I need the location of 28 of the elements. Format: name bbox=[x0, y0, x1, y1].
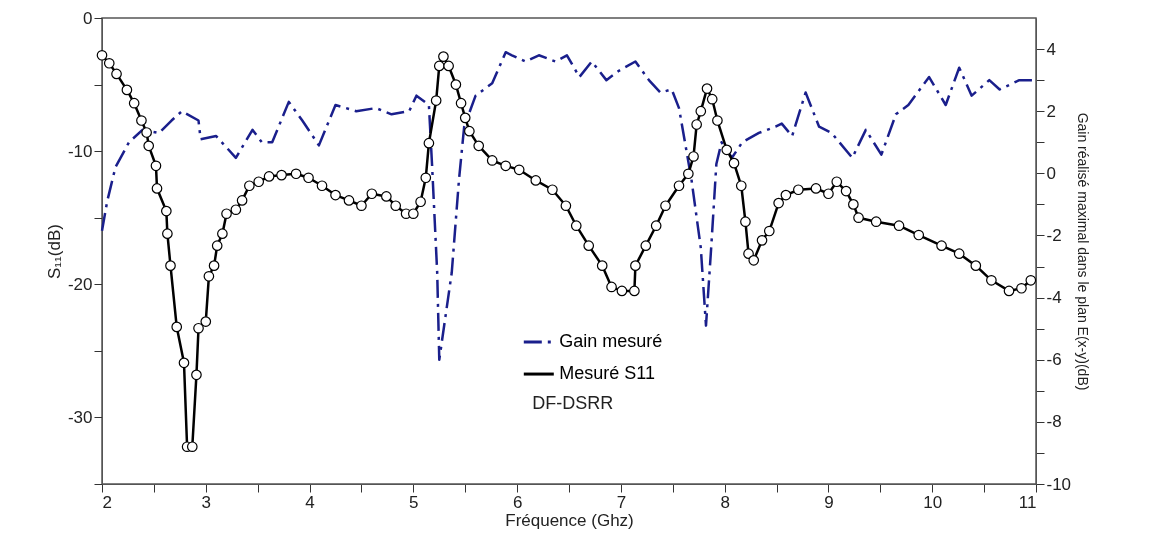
x-tick-label: 9 bbox=[824, 492, 834, 512]
x-tick-label: 2 bbox=[102, 492, 112, 512]
legend-label: Mesuré S11 bbox=[559, 363, 656, 384]
x-tick-label: 11 bbox=[1018, 492, 1037, 512]
x-tick-label: 4 bbox=[305, 492, 315, 512]
y2-tick-label: -10 bbox=[1046, 474, 1072, 494]
y-tick-label: -20 bbox=[67, 274, 93, 294]
y2-tick-label: -2 bbox=[1046, 225, 1062, 245]
x-tick-label: 7 bbox=[616, 492, 627, 512]
y2-tick-label: 2 bbox=[1046, 101, 1056, 121]
x-tick-label: 8 bbox=[720, 492, 730, 512]
y-tick-label: -10 bbox=[67, 141, 93, 161]
y-axis-title: S₁₁(dB) bbox=[44, 224, 64, 279]
y2-axis-title: Gain réalisé maximal dans le plan E(x-y)(dB) bbox=[1075, 112, 1092, 391]
x-axis-title: Fréquence (Ghz) bbox=[505, 510, 634, 530]
y-tick-label: -30 bbox=[67, 407, 93, 427]
legend-label: Gain mesuré bbox=[559, 331, 663, 352]
y2-tick-label: 4 bbox=[1046, 39, 1056, 59]
x-tick-label: 10 bbox=[923, 492, 943, 512]
y2-tick-label: 0 bbox=[1046, 163, 1056, 183]
annotation: DF-DSRR bbox=[532, 392, 614, 413]
y-tick-label: 0 bbox=[83, 8, 93, 28]
x-tick-label: 6 bbox=[512, 492, 523, 512]
x-tick-label: 3 bbox=[201, 492, 212, 512]
y2-tick-label: -6 bbox=[1046, 350, 1062, 370]
y2-tick-label: -4 bbox=[1046, 288, 1062, 308]
y2-tick-label: -8 bbox=[1046, 412, 1062, 432]
x-tick-label: 5 bbox=[409, 492, 419, 512]
